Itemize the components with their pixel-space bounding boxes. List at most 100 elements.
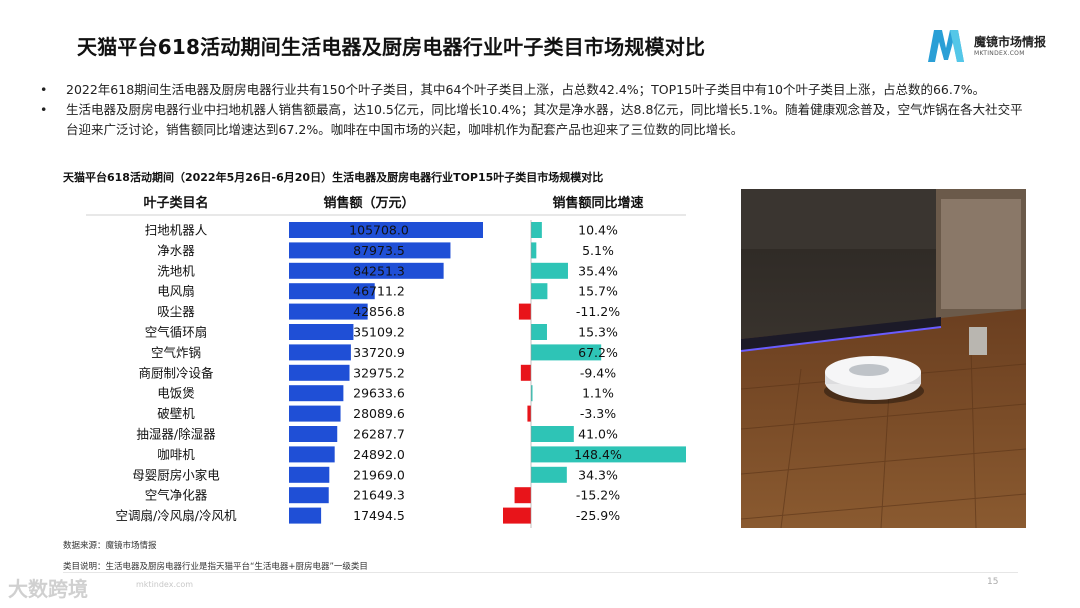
- category-label: 洗地机: [157, 263, 195, 278]
- watermark-text: 大数跨境: [8, 577, 88, 601]
- sales-value-label: 29633.6: [353, 386, 405, 401]
- growth-bar: [527, 405, 531, 422]
- growth-value-label: 41.0%: [578, 427, 618, 442]
- sales-bar: [289, 303, 368, 320]
- page-title: 天猫平台618活动期间生活电器及厨房电器行业叶子类目市场规模对比: [77, 35, 706, 59]
- growth-value-label: -25.9%: [576, 508, 620, 523]
- column-header: 叶子类目名: [143, 195, 208, 211]
- logo-mark-icon: [928, 30, 964, 62]
- sales-bar: [289, 405, 341, 422]
- category-label: 空调扇/冷风扇/冷风机: [116, 508, 237, 523]
- category-label: 电饭煲: [157, 386, 195, 401]
- sales-bar: [289, 364, 350, 381]
- bullet-dot: •: [40, 82, 48, 97]
- sales-value-label: 105708.0: [349, 223, 409, 238]
- growth-value-label: -11.2%: [576, 304, 620, 319]
- growth-bar: [520, 364, 531, 381]
- category-label: 净水器: [157, 243, 195, 258]
- bullet-item: • 生活电器及厨房电器行业中扫地机器人销售额最高，达10.5亿元，同比增长10.…: [40, 100, 1030, 140]
- growth-bar: [531, 466, 567, 483]
- category-label: 空气炸锅: [151, 345, 201, 360]
- growth-bar: [531, 242, 537, 259]
- growth-bar: [531, 426, 574, 442]
- sales-value-label: 26287.7: [353, 427, 405, 442]
- summary-bullets: • 2022年618期间生活电器及厨房电器行业共有150个叶子类目，其中64个叶…: [40, 80, 1030, 140]
- growth-bar: [531, 385, 533, 402]
- category-label: 电风扇: [157, 284, 195, 299]
- bullet-text: 2022年618期间生活电器及厨房电器行业共有150个叶子类目，其中64个叶子类…: [66, 82, 986, 97]
- growth-value-label: 10.4%: [578, 223, 618, 238]
- growth-bar: [518, 303, 531, 320]
- title-marker-icon: [52, 30, 74, 52]
- growth-bar: [531, 344, 602, 361]
- sales-value-label: 35109.2: [353, 325, 405, 340]
- sales-bar: [289, 222, 483, 238]
- sales-value-label: 42856.8: [353, 304, 405, 319]
- brand-logo: 魔镜市场情报 MKTINDEX.COM: [926, 26, 1056, 66]
- growth-bar: [531, 262, 568, 279]
- bullet-dot: •: [40, 102, 48, 117]
- growth-value-label: -9.4%: [580, 365, 616, 380]
- category-label: 母婴厨房小家电: [132, 467, 220, 482]
- page-number: 15: [987, 577, 999, 587]
- growth-bar: [531, 446, 686, 463]
- sales-bar: [289, 324, 354, 340]
- sales-value-label: 28089.6: [353, 406, 405, 421]
- sales-value-label: 87973.5: [353, 243, 405, 258]
- growth-value-label: 35.4%: [578, 263, 618, 278]
- category-label: 破壁机: [157, 406, 195, 421]
- growth-bar: [514, 487, 531, 504]
- growth-value-label: 67.2%: [578, 345, 618, 360]
- bullet-item: • 2022年618期间生活电器及厨房电器行业共有150个叶子类目，其中64个叶…: [40, 80, 1030, 100]
- sales-bar: [289, 344, 351, 361]
- watermark-url: mktindex.com: [136, 580, 194, 589]
- sales-bar: [289, 446, 335, 463]
- growth-bar: [531, 222, 542, 238]
- sales-value-label: 46711.2: [353, 284, 405, 299]
- robot-vacuum-photo: [741, 189, 1026, 528]
- growth-bar: [503, 507, 531, 524]
- growth-bar: [531, 283, 548, 300]
- sales-bar: [289, 283, 375, 300]
- growth-value-label: 5.1%: [582, 243, 614, 258]
- category-label: 抽湿器/除湿器: [136, 427, 216, 442]
- sales-bar: [289, 262, 444, 279]
- sales-bar: [289, 242, 451, 259]
- growth-value-label: 1.1%: [582, 386, 614, 401]
- category-label: 咖啡机: [157, 447, 195, 462]
- sales-value-label: 32975.2: [353, 365, 405, 380]
- sales-bar: [289, 466, 330, 483]
- growth-bar: [531, 324, 547, 340]
- growth-value-label: 15.7%: [578, 284, 618, 299]
- column-header: 销售额同比增速: [552, 195, 643, 211]
- sales-value-label: 21969.0: [353, 467, 405, 482]
- chart-title: 天猫平台618活动期间（2022年5月26日-6月20日）生活电器及厨房电器行业…: [63, 171, 604, 184]
- category-label: 扫地机器人: [145, 223, 208, 238]
- watermark: 大数跨境: [8, 573, 88, 602]
- sales-bar: [289, 487, 329, 504]
- sales-bar: [289, 507, 322, 524]
- sales-bar: [289, 426, 338, 442]
- column-header: 销售额（万元）: [323, 195, 414, 211]
- growth-value-label: -15.2%: [576, 488, 620, 503]
- growth-value-label: 15.3%: [578, 325, 618, 340]
- sales-value-label: 17494.5: [353, 508, 405, 523]
- logo-name: 魔镜市场情报: [974, 35, 1047, 49]
- data-source-note: 数据来源：魔镜市场情报: [63, 541, 157, 551]
- category-note: 类目说明：生活电器及厨房电器行业是指天猫平台“生活电器+厨房电器”一级类目: [63, 562, 368, 572]
- category-label: 吸尘器: [157, 304, 195, 319]
- footer-divider: [63, 572, 1018, 573]
- growth-value-label: -3.3%: [580, 406, 616, 421]
- sales-value-label: 84251.3: [353, 263, 405, 278]
- category-label: 空气循环扇: [145, 325, 208, 340]
- logo-subtitle: MKTINDEX.COM: [974, 50, 1025, 57]
- growth-value-label: 148.4%: [574, 447, 622, 462]
- bullet-text: 生活电器及厨房电器行业中扫地机器人销售额最高，达10.5亿元，同比增长10.4%…: [66, 102, 1023, 137]
- growth-value-label: 34.3%: [578, 467, 618, 482]
- sales-value-label: 21649.3: [353, 488, 405, 503]
- sales-value-label: 24892.0: [353, 447, 405, 462]
- category-label: 商厨制冷设备: [138, 365, 214, 380]
- sales-bar: [289, 385, 344, 402]
- category-label: 空气净化器: [145, 488, 208, 503]
